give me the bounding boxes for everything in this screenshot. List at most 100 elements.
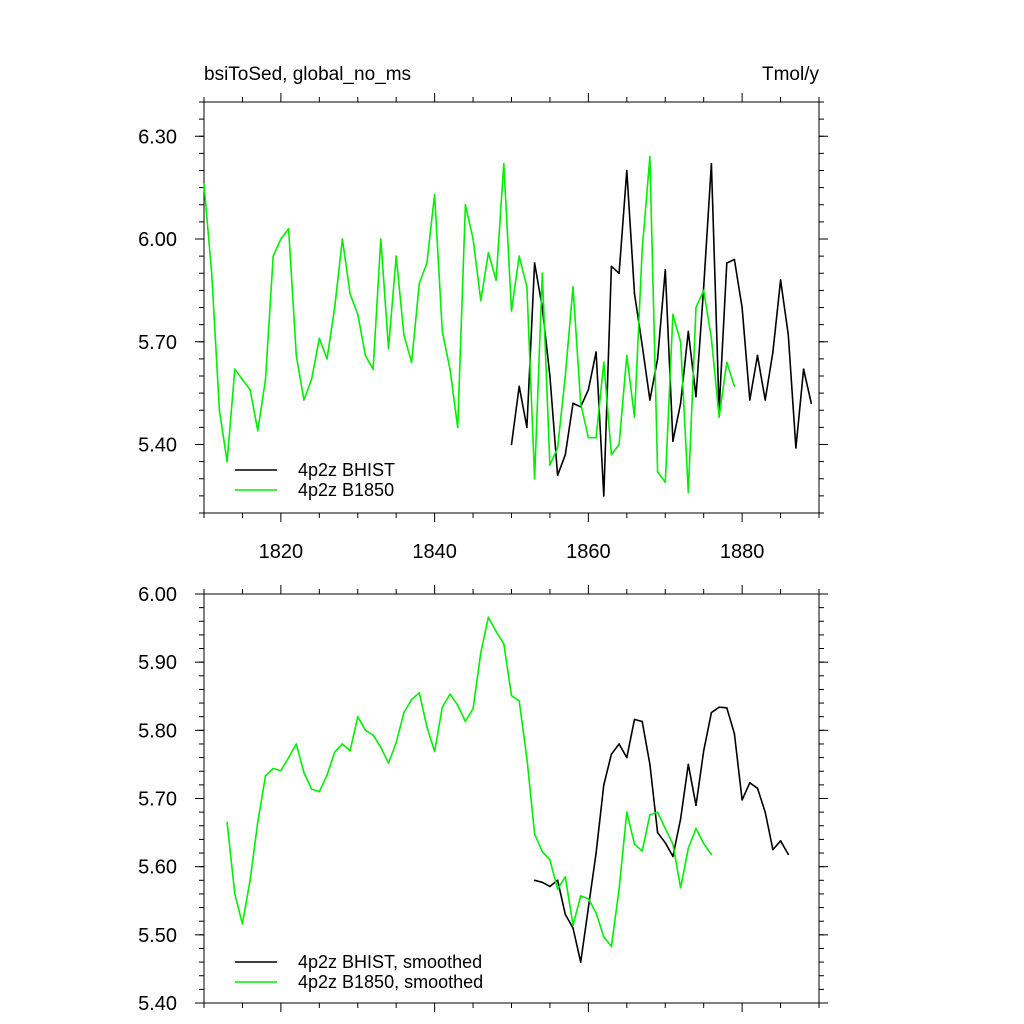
top-data-point [533,477,536,480]
bottom-data-point [303,771,305,774]
top-data-point [618,443,620,446]
top-data-point [257,430,259,432]
bottom-data-point [503,642,505,645]
bottom-data-point [633,843,636,845]
top-data-point [572,402,574,405]
top-data-point [387,347,390,350]
top-data-point [241,378,244,381]
top-data-point [318,337,321,340]
bottom-data-point [549,859,551,861]
bottom-data-point [333,751,336,753]
bottom-y-tick-label: 5.90 [138,652,177,674]
top-data-point [403,334,405,336]
top-data-point [341,238,344,240]
bottom-data-point [649,763,651,766]
top-data-point [572,286,574,288]
bottom-data-point [479,651,482,654]
top-data-point [526,286,528,288]
bottom-data-point [472,707,474,710]
top-data-point [672,440,674,442]
top-data-point [587,436,590,439]
top-data-point [695,395,697,398]
bottom-data-point [233,893,236,895]
bottom-data-point [418,692,421,694]
top-data-point [533,262,536,264]
bottom-data-point [710,853,713,856]
top-x-tick-label: 1820 [259,541,304,563]
bottom-data-point [510,694,513,697]
bottom-data-point [656,831,659,834]
top-data-point [695,306,697,309]
top-data-point [595,436,597,439]
top-data-point [218,409,221,412]
bottom-data-point [718,706,720,708]
bottom-data-point [695,827,697,830]
bottom-data-point [241,923,244,925]
bottom-data-point [395,741,397,744]
top-data-point [426,262,428,264]
bottom-data-point [587,906,590,909]
bottom-data-point [349,749,351,752]
top-data-point [664,269,667,271]
top-data-point [564,375,567,377]
top-data-point [287,227,290,230]
top-data-point [518,385,520,388]
top-data-point [626,169,628,172]
bottom-data-point [756,787,759,790]
bottom-data-point [710,711,713,714]
bottom-data-point [610,753,613,755]
top-data-point [795,447,797,449]
bottom-data-point [787,853,790,856]
top-data-point [441,330,444,333]
top-data-point [464,203,467,206]
bottom-plot-frame [203,593,820,1004]
top-data-point [741,306,743,309]
top-data-point [280,238,282,240]
top-data-point [333,306,336,309]
bottom-data-point [764,811,766,813]
top-data-point [310,378,313,381]
bottom-y-tick-label: 6.00 [138,584,177,606]
bottom-data-point [725,707,728,709]
bottom-data-point [610,945,613,948]
top-data-point [764,399,766,401]
bottom-data-point [702,842,705,845]
bottom-data-point [449,693,451,696]
bottom-data-point [779,839,782,842]
top-data-point [687,330,690,333]
bottom-data-point [387,762,390,764]
bottom-data-point [687,847,690,850]
top-data-point [702,289,705,292]
bottom-data-point [641,850,643,852]
top-data-point [556,474,559,477]
bottom-data-point [649,814,651,816]
bottom-data-point [572,924,574,927]
top-data-point [802,368,805,370]
bottom-data-point [426,726,428,728]
top-data-point [733,385,736,388]
bottom-data-point [226,821,228,824]
top-data-point [656,358,659,360]
top-data-point [564,453,567,456]
bottom-y-tick-label: 5.60 [138,857,177,879]
top-data-point [226,460,228,463]
bottom-data-point [541,850,544,853]
bottom-data-point [356,715,359,718]
top-data-point [356,313,359,316]
bottom-data-point [441,706,444,708]
bottom-data-point [672,855,674,858]
bottom-data-point [595,912,597,914]
bottom-data-point [556,888,559,890]
bottom-data-point [318,790,321,793]
top-data-point [479,299,482,302]
bottom-data-point [495,630,497,633]
bottom-data-point [410,698,413,701]
bottom-data-point [656,811,659,813]
top-data-point [272,255,274,257]
bottom-panel: 5.40 5.50 5.60 5.70 5.80 5.90 6.00 4p2z BHIST, … [138,584,828,1015]
top-data-point [503,162,505,165]
bottom-data-point [533,833,536,835]
top-x-tick-label: 1840 [412,541,457,563]
bottom-data-point [633,718,636,721]
